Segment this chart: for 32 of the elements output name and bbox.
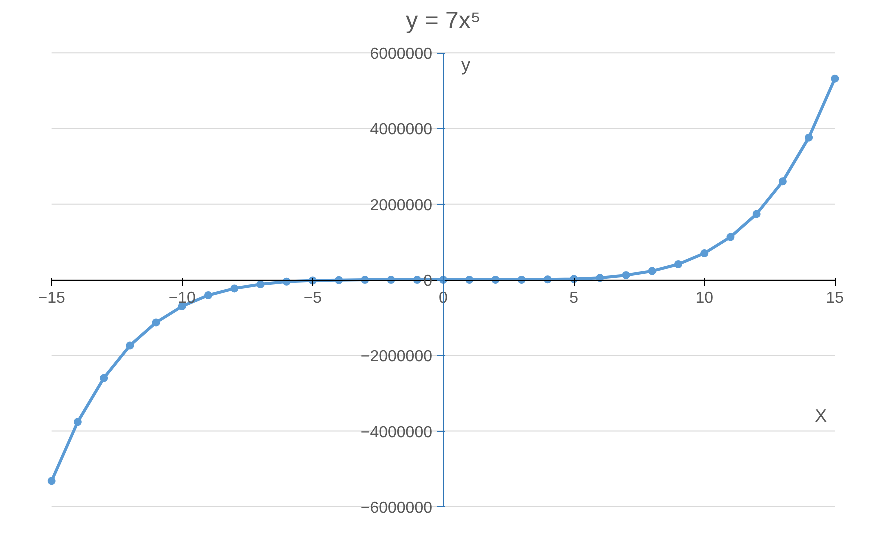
x-tick-label: −15 — [38, 290, 66, 307]
point — [204, 292, 212, 300]
point — [674, 260, 682, 268]
y-tick-label: 4000000 — [370, 122, 433, 139]
y-tick-label: −4000000 — [360, 424, 433, 442]
point — [778, 178, 787, 186]
x-tick-label: 10 — [696, 290, 714, 307]
point — [126, 342, 134, 350]
point — [831, 74, 840, 83]
point — [622, 271, 630, 280]
point — [256, 280, 265, 289]
point — [230, 284, 239, 293]
x-tick-label: 5 — [570, 290, 579, 307]
point — [48, 477, 56, 486]
point — [805, 134, 814, 142]
point — [100, 374, 108, 382]
y-axis-title: y — [462, 55, 470, 76]
chart-title: y = 7x⁵ — [406, 8, 481, 34]
x-tick-label: −10 — [168, 290, 196, 307]
point — [726, 233, 735, 242]
x-tick-label: −5 — [304, 290, 322, 307]
point — [752, 210, 761, 218]
y-tick-label: 2000000 — [370, 197, 433, 214]
x-axis-title: X — [815, 406, 828, 426]
point — [152, 318, 160, 327]
point — [648, 267, 656, 276]
y-tick-label: −6000000 — [360, 500, 433, 517]
point — [700, 250, 709, 258]
x-tick-label: 15 — [826, 290, 844, 307]
point — [74, 418, 82, 426]
y-tick-label: −2000000 — [360, 348, 433, 366]
y-tick-label: 6000000 — [370, 46, 433, 64]
